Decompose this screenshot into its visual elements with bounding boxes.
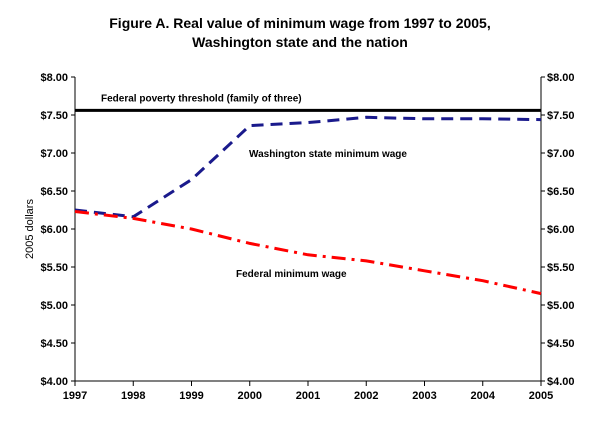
chart-title-line-1: Figure A. Real value of minimum wage fro…	[109, 15, 491, 31]
y-tick-label-left: $5.00	[40, 300, 68, 312]
x-tick-label: 2003	[412, 390, 436, 402]
y-tick-label-left: $7.00	[40, 148, 68, 160]
y-tick-label-left: $5.50	[40, 262, 68, 274]
y-tick-label-right: $4.50	[547, 338, 575, 350]
x-tick-label: 2000	[238, 390, 262, 402]
y-tick-label-left: $4.50	[40, 338, 68, 350]
x-tick-label: 1998	[121, 390, 145, 402]
federal-min-wage-line	[74, 210, 542, 296]
chart-title-line-2: Washington state and the nation	[192, 34, 408, 50]
x-tick-label: 1999	[179, 390, 203, 402]
y-tick-label-right: $5.00	[547, 300, 575, 312]
x-tick-label: 2004	[471, 390, 496, 402]
y-tick-label-right: $8.00	[547, 72, 575, 84]
y-tick-label-right: $7.50	[547, 110, 575, 122]
x-tick-label: 2001	[296, 390, 320, 402]
y-tick-label-right: $7.00	[547, 148, 575, 160]
chart-series	[74, 108, 542, 296]
y-axis-title: 2005 dollars	[24, 199, 36, 259]
y-tick-label-right: $6.50	[547, 186, 575, 198]
poverty-threshold-label: Federal poverty threshold (family of thr…	[101, 93, 302, 104]
chart-title: Figure A. Real value of minimum wage fro…	[0, 14, 600, 52]
chart-ticks: $4.00 $4.00 $4.50 $4.50 $5.00 $5.00 $5.50 $5.50…	[40, 72, 574, 402]
x-tick-label: 2005	[529, 390, 553, 402]
y-tick-label-left: $6.50	[40, 186, 68, 198]
y-tick-label-right: $6.00	[547, 224, 575, 236]
y-tick-label-left: $6.00	[40, 224, 68, 236]
washington-min-wage-label: Washington state minimum wage	[249, 149, 407, 160]
x-tick-label: 2002	[354, 390, 378, 402]
x-tick-label: 1997	[63, 390, 87, 402]
y-tick-label-left: $8.00	[40, 72, 68, 84]
washington-min-wage-line	[74, 115, 542, 219]
y-tick-label-right: $4.00	[547, 376, 575, 388]
chart-axes	[74, 77, 542, 382]
y-tick-label-right: $5.50	[547, 262, 575, 274]
y-tick-label-left: $4.00	[40, 376, 68, 388]
y-tick-label-left: $7.50	[40, 110, 68, 122]
federal-min-wage-label: Federal minimum wage	[236, 269, 347, 280]
chart-labels: 2005 dollars Federal poverty threshold (f…	[24, 93, 407, 280]
